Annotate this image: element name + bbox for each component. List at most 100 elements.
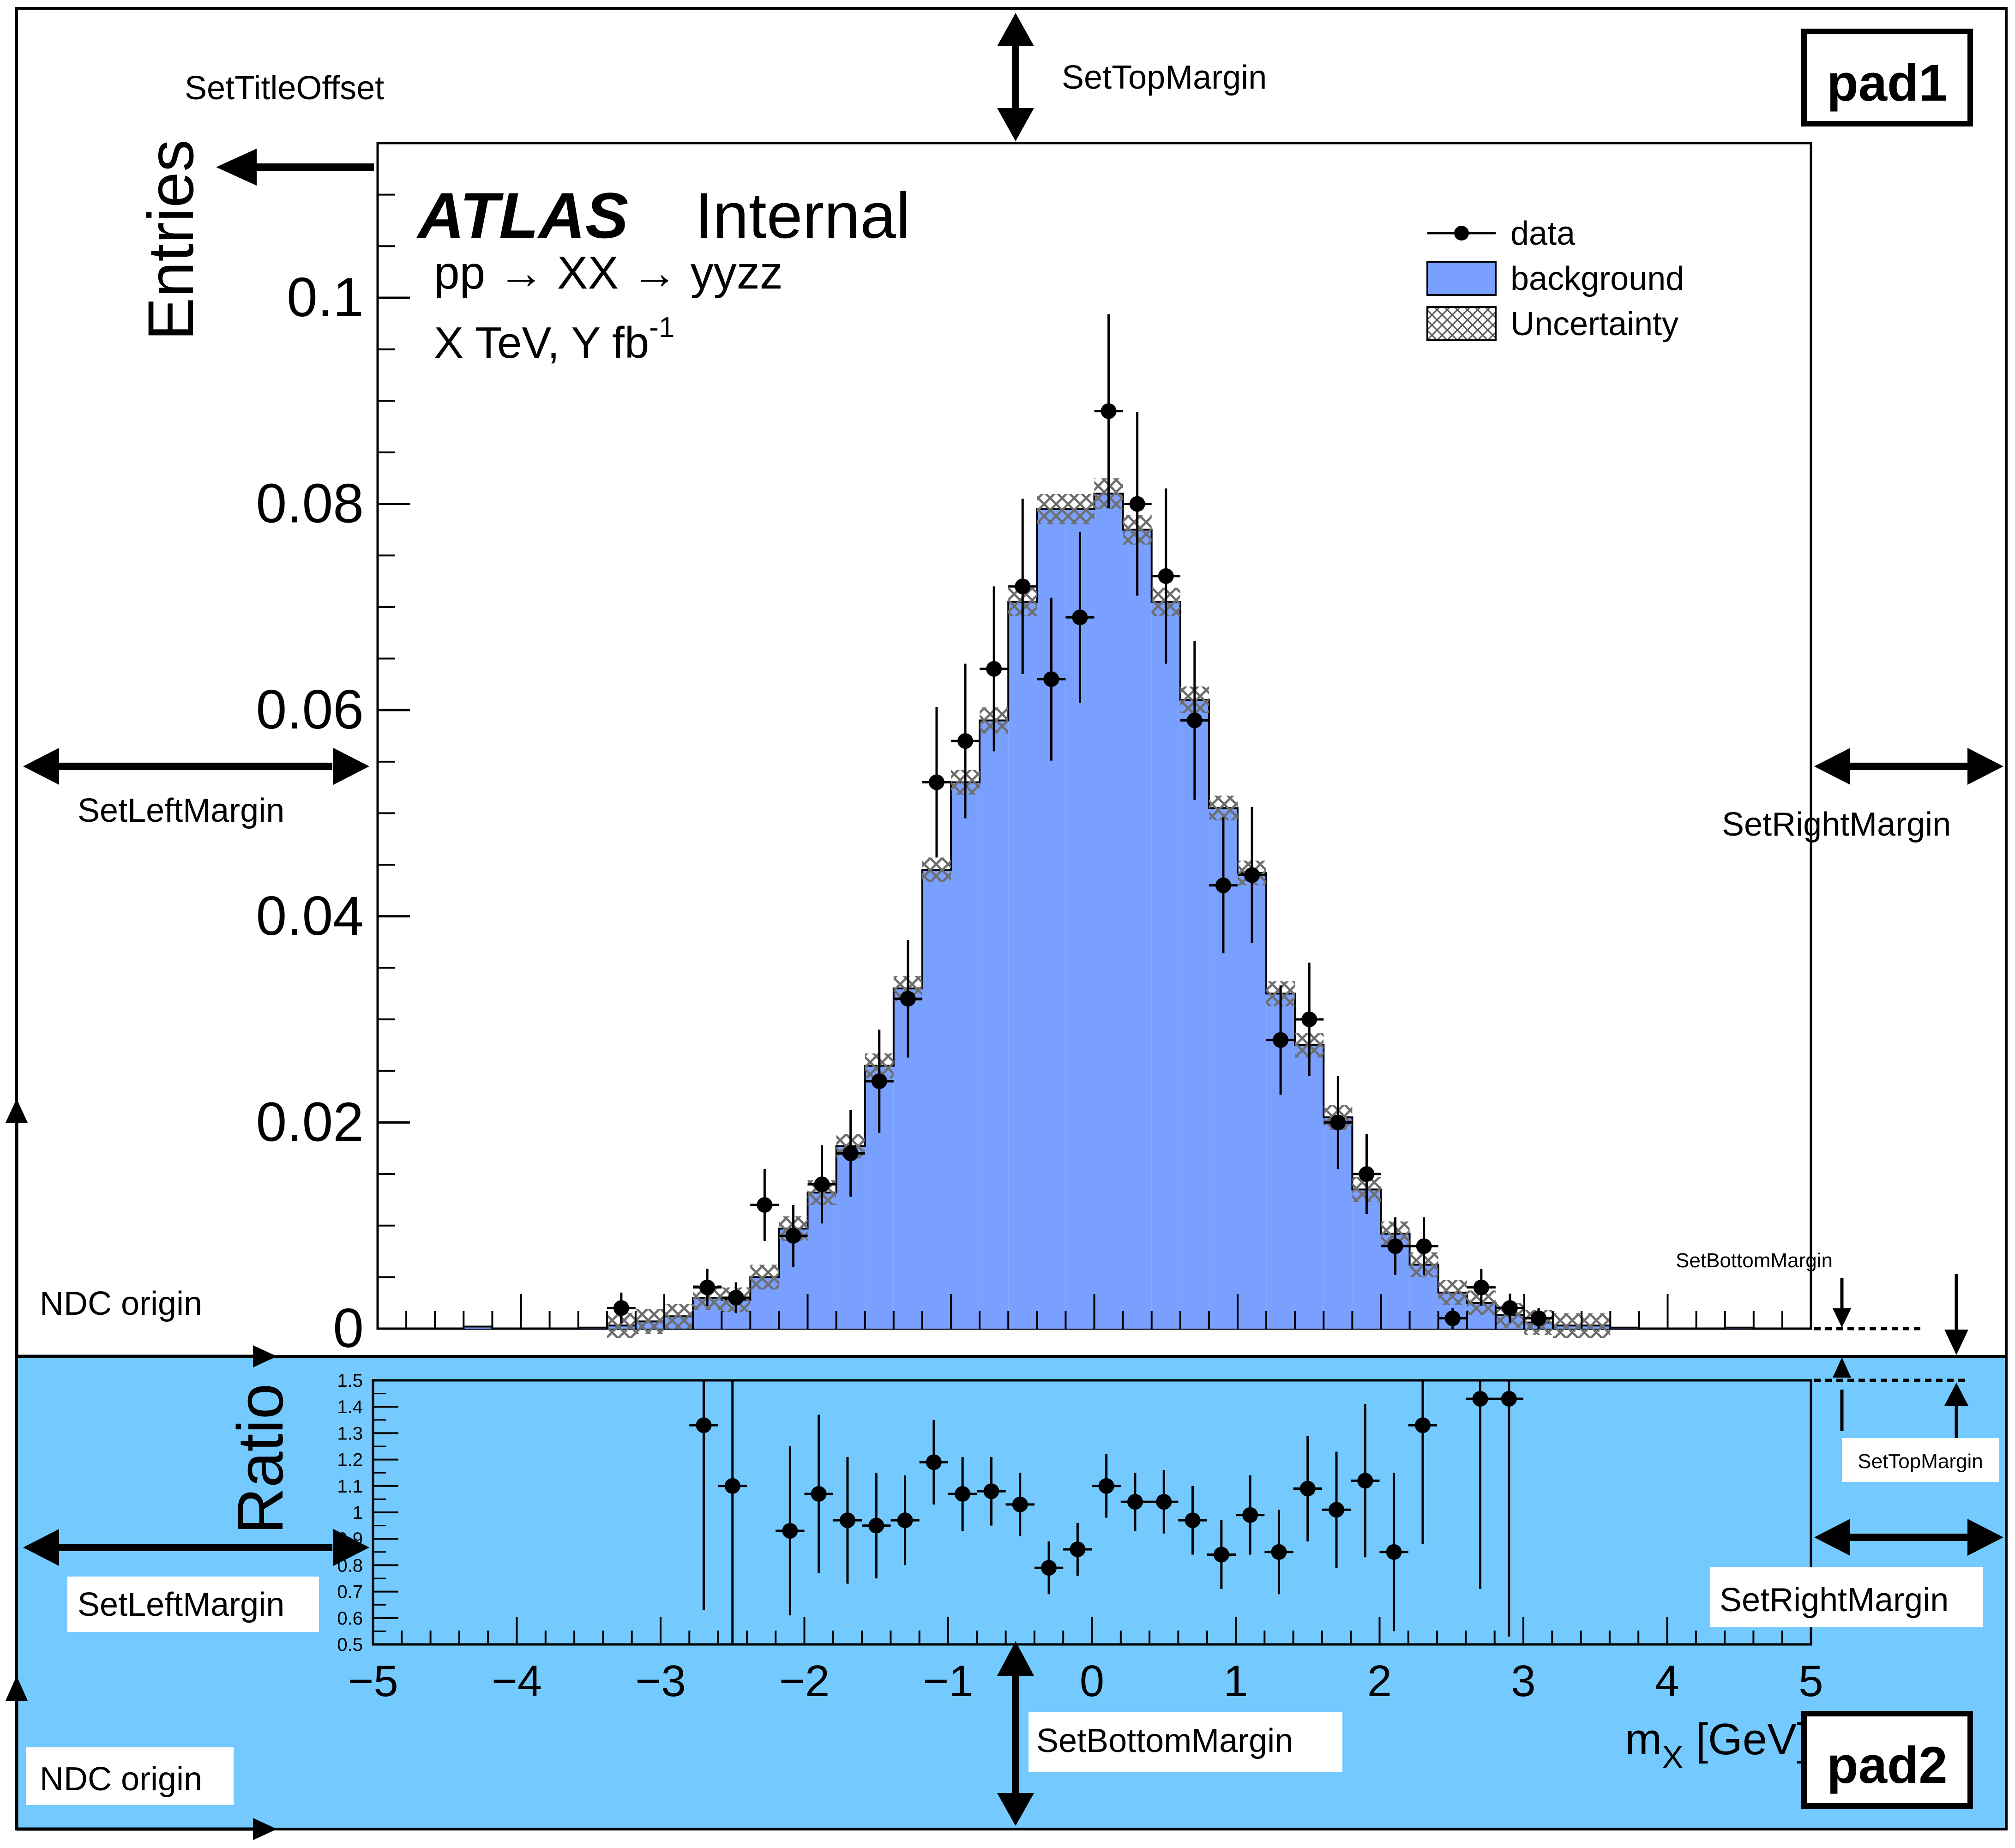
- x-tick-label: 2: [1367, 1656, 1392, 1706]
- ratio-point: [1127, 1494, 1143, 1510]
- x-tick-label: −2: [779, 1656, 830, 1706]
- data-point: [1129, 496, 1145, 512]
- y-tick-label: 0.06: [256, 679, 364, 740]
- top-margin-arrow-head-down: [997, 108, 1034, 141]
- right-margin-arrow-head-right: [1967, 748, 2003, 785]
- data-point: [1330, 1114, 1346, 1131]
- data-point: [871, 1073, 887, 1090]
- x-tick-label: 4: [1655, 1656, 1679, 1706]
- pad2-ndc-origin-label: NDC origin: [40, 1761, 202, 1798]
- data-point: [1301, 1011, 1317, 1028]
- pad2-bottom-margin-box: [1029, 1712, 1342, 1772]
- data-point: [1186, 712, 1203, 728]
- ratio-point: [724, 1478, 740, 1494]
- ratio-y-tick-label: 0.5: [337, 1635, 363, 1655]
- pad2-frame: [15, 1355, 2008, 1830]
- ratio-point: [811, 1486, 827, 1502]
- data-point: [1072, 609, 1088, 626]
- legend-data-label: data: [1510, 215, 1576, 252]
- data-point: [1502, 1300, 1518, 1316]
- y-tick-label: 0: [333, 1297, 364, 1359]
- ratio-point: [1414, 1417, 1431, 1433]
- title-offset-arrow-head: [216, 149, 257, 186]
- title-offset-label: SetTitleOffset: [185, 70, 384, 107]
- energy-label-text: X TeV, Y fb: [434, 318, 649, 367]
- x-tick-label: −5: [348, 1656, 398, 1706]
- top-margin-small-label: SetTopMargin: [1858, 1450, 1983, 1473]
- ratio-point: [1357, 1473, 1373, 1489]
- y-axis-title: Entries: [134, 139, 207, 341]
- background-bar: [1094, 494, 1123, 1329]
- x-tick-label: 1: [1223, 1656, 1248, 1706]
- y-tick-label: 0.08: [256, 473, 364, 535]
- ratio-point: [1156, 1494, 1172, 1510]
- data-point: [814, 1176, 830, 1192]
- ratio-point: [1386, 1544, 1402, 1560]
- ratio-point: [926, 1454, 942, 1470]
- annotation-arrows: [6, 13, 2003, 1840]
- data-point: [1158, 568, 1174, 584]
- x-tick-label: 0: [1080, 1656, 1104, 1706]
- bottom-margin-small-label: SetBottomMargin: [1676, 1249, 1833, 1272]
- ratio-point: [1041, 1560, 1057, 1576]
- ratio-point: [1242, 1507, 1258, 1523]
- ratio-point: [983, 1483, 999, 1499]
- ratio-y-tick-label: 1.5: [337, 1371, 363, 1391]
- main-plot: 0 0.02 0.04 0.06 0.08 0.1: [256, 193, 1812, 1359]
- right-margin-label: SetRightMargin: [1722, 806, 1951, 843]
- pad2-ndc-origin-box: [26, 1747, 234, 1805]
- top-margin-label: SetTopMargin: [1062, 59, 1267, 96]
- ratio-point: [897, 1512, 913, 1529]
- pad1-label: pad1: [1827, 54, 1947, 112]
- uncertainty-band: [750, 1264, 779, 1290]
- ratio-point: [1271, 1544, 1287, 1560]
- pad2-bottom-margin-label: SetBottomMargin: [1036, 1722, 1293, 1759]
- pad1-bottom-margin-short-head: [1833, 1308, 1851, 1328]
- background-bar: [1008, 602, 1037, 1329]
- data-point: [1273, 1032, 1289, 1048]
- left-margin-label: SetLeftMargin: [78, 792, 284, 829]
- pad2-label: pad2: [1827, 1736, 1947, 1794]
- ndc-origin-label: NDC origin: [40, 1285, 202, 1322]
- background-bar: [1151, 602, 1180, 1329]
- ratio-point: [1070, 1541, 1086, 1558]
- x-axis-title-unit: [GeV]: [1684, 1715, 1809, 1764]
- left-margin-arrow-head-right: [333, 748, 369, 785]
- background-bar: [1238, 873, 1267, 1329]
- y-tick-label: 0.1: [287, 266, 364, 328]
- uncertainty-band: [1209, 795, 1238, 821]
- data-point: [957, 733, 974, 749]
- background-bar: [1123, 530, 1152, 1329]
- pad2-top-margin-short-head: [1833, 1357, 1851, 1378]
- ratio-y-axis-title: Ratio: [224, 1384, 296, 1535]
- data-point: [1359, 1166, 1375, 1182]
- ratio-point: [1501, 1391, 1517, 1407]
- background-bar: [951, 782, 980, 1329]
- pad2-bottom-margin-arrow-head-down: [997, 1793, 1034, 1826]
- ratio-point: [839, 1512, 855, 1529]
- data-point: [757, 1197, 773, 1213]
- pad2-right-margin-arrow-head-left: [1814, 1519, 1850, 1556]
- data-point: [1215, 877, 1231, 893]
- pad2-left-margin-arrow-head-right: [333, 1529, 369, 1566]
- uncertainty-band: [922, 857, 951, 883]
- top-margin-small-box: [1842, 1438, 1999, 1482]
- ratio-point: [1329, 1502, 1345, 1518]
- data-point: [928, 774, 944, 790]
- pad2-left-margin-label: SetLeftMargin: [78, 1586, 284, 1623]
- data-point: [1416, 1238, 1432, 1254]
- ratio-point: [1299, 1481, 1316, 1497]
- ratio-y-tick-label: 1.4: [337, 1397, 363, 1417]
- legend-background-label: background: [1510, 260, 1684, 297]
- background-bar: [980, 720, 1009, 1329]
- pad2-bottom-margin-arrow-head-up: [997, 1641, 1034, 1676]
- data-point: [1531, 1310, 1547, 1326]
- data-point: [1244, 867, 1260, 883]
- data-point: [986, 661, 1002, 677]
- ratio-y-tick-label: 1.1: [337, 1476, 363, 1497]
- atlas-brand: ATLAS: [416, 179, 628, 252]
- pad2-ndc-origin-x-head: [253, 1818, 277, 1840]
- pad2-right-margin-arrow-head-right: [1967, 1519, 2003, 1556]
